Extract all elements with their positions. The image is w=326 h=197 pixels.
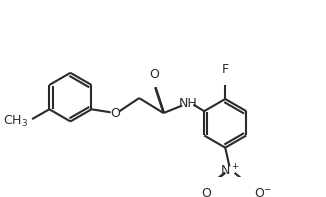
Text: O$^{-}$: O$^{-}$ [254, 187, 272, 197]
Text: NH: NH [178, 97, 197, 110]
Text: O: O [110, 107, 120, 120]
Text: N$^+$: N$^+$ [220, 163, 240, 179]
Text: CH$_3$: CH$_3$ [3, 114, 28, 129]
Text: O: O [201, 187, 211, 197]
Text: F: F [222, 63, 229, 76]
Text: O: O [149, 68, 159, 81]
